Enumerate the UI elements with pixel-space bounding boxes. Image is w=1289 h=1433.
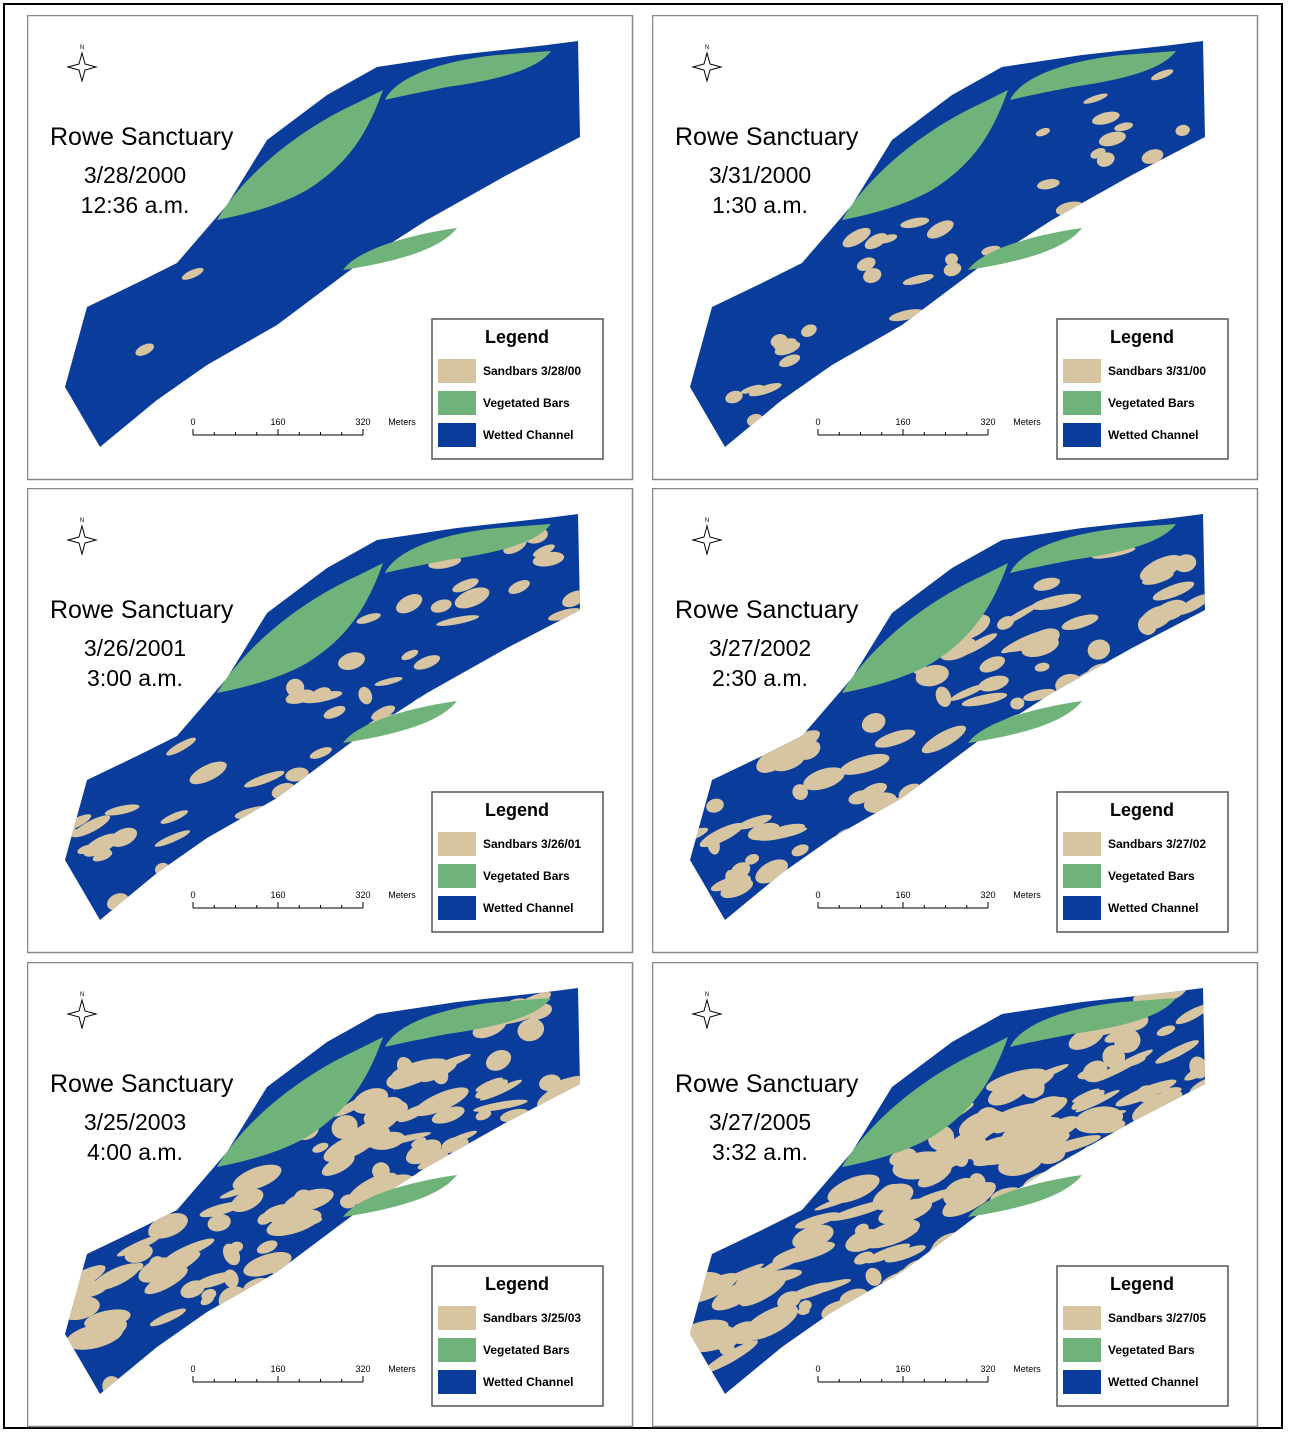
date: 3/26/2001 xyxy=(84,635,186,661)
scale-label: 160 xyxy=(895,417,910,427)
map-panel: N Rowe Sanctuary 3/31/2000 1:30 a.m. Legend S… xyxy=(652,15,1259,481)
time: 3:00 a.m. xyxy=(87,665,183,691)
legend-item: Vegetated Bars xyxy=(1108,396,1195,410)
legend-item: Vegetated Bars xyxy=(483,869,570,883)
map-panel: N Rowe Sanctuary 3/28/2000 12:36 a.m. Legend… xyxy=(27,15,634,481)
legend-item: Sandbars 3/25/03 xyxy=(483,1311,581,1325)
scale-unit: Meters xyxy=(1013,417,1041,427)
legend-swatch xyxy=(438,423,476,447)
legend-swatch xyxy=(1063,1306,1101,1330)
time: 1:30 a.m. xyxy=(712,192,808,218)
map-title: Rowe Sanctuary xyxy=(675,596,859,624)
legend-title: Legend xyxy=(1110,1274,1174,1294)
scale-label: 0 xyxy=(815,1364,820,1374)
date: 3/27/2002 xyxy=(709,635,811,661)
scale-label: 320 xyxy=(355,1364,370,1374)
scale-label: 0 xyxy=(190,417,195,427)
legend-title: Legend xyxy=(485,327,549,347)
legend-swatch xyxy=(1063,423,1101,447)
legend-item: Wetted Channel xyxy=(1108,1375,1198,1389)
map-title: Rowe Sanctuary xyxy=(50,1070,234,1098)
date: 3/27/2005 xyxy=(709,1109,811,1135)
north-label: N xyxy=(705,45,709,51)
scale-label: 320 xyxy=(980,890,995,900)
map-panel: N Rowe Sanctuary 3/26/2001 3:00 a.m. Legend S… xyxy=(27,488,634,954)
legend-swatch xyxy=(438,864,476,888)
legend-item: Wetted Channel xyxy=(1108,901,1198,915)
map-panel: N Rowe Sanctuary 3/27/2002 2:30 a.m. Legend S… xyxy=(652,488,1259,954)
legend-title: Legend xyxy=(1110,800,1174,820)
legend-item: Sandbars 3/27/05 xyxy=(1108,1311,1206,1325)
scale-label: 320 xyxy=(980,417,995,427)
legend-swatch xyxy=(1063,864,1101,888)
north-label: N xyxy=(705,992,709,998)
scale-label: 0 xyxy=(190,1364,195,1374)
time: 4:00 a.m. xyxy=(87,1139,183,1165)
legend-swatch xyxy=(438,832,476,856)
map-title: Rowe Sanctuary xyxy=(50,123,234,151)
legend-swatch xyxy=(438,896,476,920)
time: 3:32 a.m. xyxy=(712,1139,808,1165)
scale-label: 0 xyxy=(815,890,820,900)
legend-swatch xyxy=(1063,1338,1101,1362)
legend-item: Vegetated Bars xyxy=(483,396,570,410)
scale-label: 160 xyxy=(895,1364,910,1374)
scale-label: 320 xyxy=(355,890,370,900)
map-panel: N Rowe Sanctuary 3/27/2005 3:32 a.m. Legend S… xyxy=(652,962,1259,1428)
legend-swatch xyxy=(438,359,476,383)
scale-unit: Meters xyxy=(1013,1364,1041,1374)
scale-unit: Meters xyxy=(388,417,416,427)
map-title: Rowe Sanctuary xyxy=(675,1070,859,1098)
legend-swatch xyxy=(1063,896,1101,920)
legend-swatch xyxy=(438,1338,476,1362)
legend-swatch xyxy=(1063,359,1101,383)
legend-swatch xyxy=(438,1306,476,1330)
scale-label: 0 xyxy=(815,417,820,427)
date: 3/28/2000 xyxy=(84,162,186,188)
date: 3/31/2000 xyxy=(709,162,811,188)
scale-label: 160 xyxy=(270,1364,285,1374)
legend-title: Legend xyxy=(485,1274,549,1294)
north-label: N xyxy=(80,45,84,51)
time: 12:36 a.m. xyxy=(81,192,190,218)
legend-item: Vegetated Bars xyxy=(1108,869,1195,883)
scale-unit: Meters xyxy=(388,1364,416,1374)
map-title: Rowe Sanctuary xyxy=(50,596,234,624)
map-title: Rowe Sanctuary xyxy=(675,123,859,151)
legend-swatch xyxy=(1063,391,1101,415)
north-label: N xyxy=(80,992,84,998)
page: N Rowe Sanctuary 3/28/2000 12:36 a.m. Legend… xyxy=(0,0,1289,1433)
legend-item: Wetted Channel xyxy=(483,1375,573,1389)
legend-swatch xyxy=(1063,1370,1101,1394)
north-label: N xyxy=(705,518,709,524)
legend-item: Sandbars 3/28/00 xyxy=(483,364,581,378)
north-label: N xyxy=(80,518,84,524)
scale-label: 160 xyxy=(270,417,285,427)
legend-title: Legend xyxy=(485,800,549,820)
scale-unit: Meters xyxy=(388,890,416,900)
scale-unit: Meters xyxy=(1013,890,1041,900)
date: 3/25/2003 xyxy=(84,1109,186,1135)
legend-title: Legend xyxy=(1110,327,1174,347)
legend-item: Vegetated Bars xyxy=(483,1343,570,1357)
legend-item: Sandbars 3/26/01 xyxy=(483,837,581,851)
scale-label: 320 xyxy=(980,1364,995,1374)
map-panel: N Rowe Sanctuary 3/25/2003 4:00 a.m. Legend S… xyxy=(27,962,634,1428)
legend-swatch xyxy=(438,1370,476,1394)
scale-label: 0 xyxy=(190,890,195,900)
legend-item: Wetted Channel xyxy=(1108,428,1198,442)
legend-swatch xyxy=(1063,832,1101,856)
scale-label: 160 xyxy=(270,890,285,900)
legend-item: Sandbars 3/31/00 xyxy=(1108,364,1206,378)
scale-label: 320 xyxy=(355,417,370,427)
time: 2:30 a.m. xyxy=(712,665,808,691)
legend-item: Wetted Channel xyxy=(483,428,573,442)
legend-item: Wetted Channel xyxy=(483,901,573,915)
legend-item: Vegetated Bars xyxy=(1108,1343,1195,1357)
legend-swatch xyxy=(438,391,476,415)
scale-label: 160 xyxy=(895,890,910,900)
legend-item: Sandbars 3/27/02 xyxy=(1108,837,1206,851)
